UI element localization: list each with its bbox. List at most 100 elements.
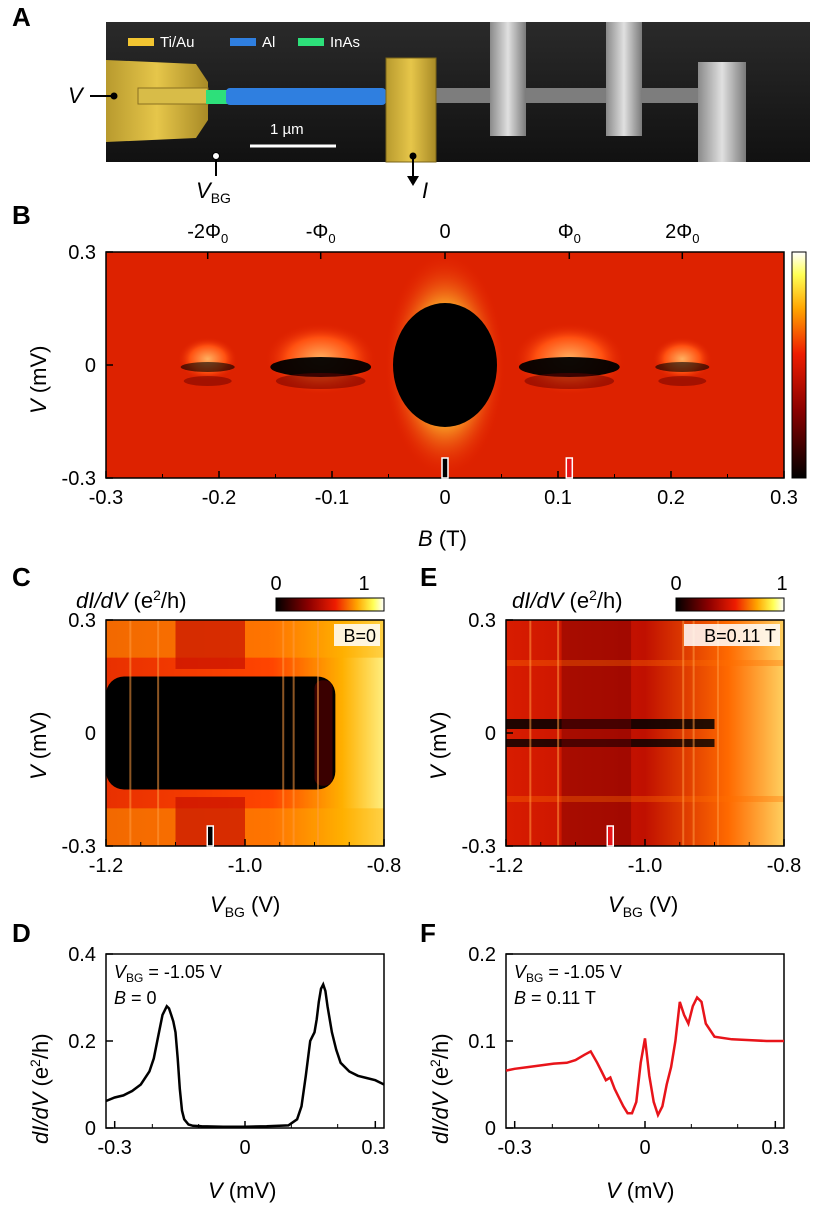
colorbar-b — [791, 251, 807, 479]
legend-label-al: Al — [262, 34, 275, 51]
lobe-dark-band — [180, 362, 235, 372]
annotation-f-2: B = 0.11 T — [514, 988, 596, 1008]
panel-label-e: E — [420, 562, 438, 592]
panel-label-f: F — [420, 918, 436, 948]
ylabel-e: V (mV) — [426, 712, 451, 780]
colorbar-c-title: dI/dV (e2/h) — [76, 587, 187, 613]
dark-band-upper — [506, 719, 715, 729]
lobe-shadow — [183, 376, 232, 386]
cut-marker — [206, 825, 214, 847]
terminal-vbg-dot — [212, 152, 220, 160]
lobe-glow — [652, 337, 713, 381]
ylabel-c: V (mV) — [26, 712, 51, 780]
lobe-shadow — [524, 373, 615, 389]
y-tick-label: -0.3 — [62, 468, 96, 490]
x-tick-label: -0.3 — [97, 1137, 131, 1159]
top-tick-label: -Φ0 — [306, 221, 336, 246]
gap-edge — [314, 680, 333, 786]
terminal-i-dot — [409, 152, 417, 160]
top-tick-label: 2Φ0 — [665, 221, 699, 246]
y-tick-label: 0 — [85, 355, 96, 377]
x-tick-label: -0.2 — [202, 487, 236, 509]
annotation-c-box — [334, 624, 380, 646]
heatmap-c — [106, 620, 384, 846]
y-tick-label: 0.4 — [68, 944, 96, 966]
panel-label-a: A — [12, 2, 31, 32]
x-tick-label: 0 — [439, 487, 450, 509]
annotation-e-box — [684, 624, 780, 646]
lobe-dark-band — [655, 362, 710, 372]
ylabel-b: V (mV) — [26, 346, 51, 414]
series-d — [105, 981, 385, 1128]
y-tick-label: 0.3 — [68, 610, 96, 632]
dark-band-lower — [506, 739, 715, 747]
colorbar-e-tick-1: 1 — [776, 573, 787, 595]
xlabel-c: VBG (V) — [210, 892, 280, 920]
y-tick-label: 0 — [85, 1118, 96, 1140]
colorbar-c-tick-1: 1 — [358, 573, 369, 595]
x-tick-label: -1.0 — [228, 855, 262, 877]
terminal-vbg-label: VBG — [196, 178, 231, 206]
annotation-e: B=0.11 T — [704, 626, 776, 646]
x-tick-label: -0.8 — [367, 855, 401, 877]
xlabel-d: V (mV) — [208, 1178, 276, 1203]
ylabel-d: dI/dV (e2/h) — [27, 1033, 53, 1144]
legend-swatch-al — [230, 38, 256, 46]
x-tick-label: 0.1 — [544, 487, 572, 509]
al-shell-segment — [226, 88, 386, 105]
heatmap-e — [506, 620, 784, 846]
gold-finger — [137, 87, 209, 105]
y-tick-label: 0.3 — [468, 610, 496, 632]
lobe-glow — [177, 337, 238, 381]
heatmap-b-lobes — [177, 253, 713, 477]
heatmap-c-axes: -1.2 -1.0 -0.8 0.3 0 -0.3 — [62, 610, 402, 877]
x-tick-label: 0 — [639, 1137, 650, 1159]
top-tick-label: -2Φ0 — [187, 221, 228, 246]
heatmap-e-axes: -1.2 -1.0 -0.8 0.3 0 -0.3 — [462, 610, 802, 877]
colorbar-c — [275, 597, 385, 612]
cut-marker — [606, 825, 614, 847]
heatmap-c-features — [106, 620, 384, 846]
x-tick-label: 0 — [239, 1137, 250, 1159]
legend-swatch-tiau — [128, 38, 154, 46]
x-tick-label: -1.0 — [628, 855, 662, 877]
inas-segment — [206, 90, 228, 104]
legend-label-inas: InAs — [330, 34, 360, 51]
heatmap-b-axes: -0.3 -0.2 -0.1 0 0.1 0.2 0.3 0.3 0 -0.3 -2Φ0 -Φ0 0 Φ0… — [62, 221, 798, 509]
x-tick-label: -0.3 — [497, 1137, 531, 1159]
top-tick-label: 0 — [439, 221, 450, 243]
ylabel-f: dI/dV (e2/h) — [427, 1033, 453, 1144]
colorbar-e — [675, 597, 785, 612]
colorbar-e-title: dI/dV (e2/h) — [512, 587, 623, 613]
grey-contact-3 — [698, 62, 746, 162]
y-tick-label: 0 — [485, 723, 496, 745]
grey-contact-2 — [606, 22, 642, 136]
colorbar-c-tick-0: 0 — [270, 573, 281, 595]
panel-label-d: D — [12, 918, 31, 948]
y-tick-label: 0 — [85, 723, 96, 745]
dark-column — [561, 620, 632, 846]
annotation-d-2: B = 0 — [114, 988, 157, 1008]
panel-label-c: C — [12, 562, 31, 592]
annotation-d-1: VBG = -1.05 V — [114, 962, 222, 985]
panel-b: -0.3 -0.2 -0.1 0 0.1 0.2 0.3 0.3 0 -0.3 -2Φ0 -Φ0 0 Φ0… — [26, 221, 807, 551]
faint-band — [506, 796, 784, 802]
annotation-c: B=0 — [343, 626, 376, 646]
x-tick-label: -1.2 — [89, 855, 123, 877]
heatmap-e-features — [506, 620, 784, 846]
panel-c: dI/dV (e2/h) 0 1 B=0 -1.2 -1.0 -0.8 0.3 0 -0.… — [26, 573, 401, 920]
xlabel-e: VBG (V) — [608, 892, 678, 920]
x-tick-label: 0.3 — [770, 487, 798, 509]
y-tick-label: -0.3 — [62, 836, 96, 858]
lobe-dark-band — [270, 357, 372, 377]
lobe-shadow — [658, 376, 707, 386]
x-tick-label: -0.8 — [767, 855, 801, 877]
panel-a: Ti/Au Al InAs 1 µm V VBG I — [68, 22, 810, 206]
xlabel-f: V (mV) — [606, 1178, 674, 1203]
y-tick-label: -0.3 — [462, 836, 496, 858]
y-tick-label: 0.1 — [468, 1031, 496, 1053]
legend-swatch-inas — [298, 38, 324, 46]
cut-marker — [565, 457, 574, 479]
lobe-dark-band — [518, 357, 620, 377]
